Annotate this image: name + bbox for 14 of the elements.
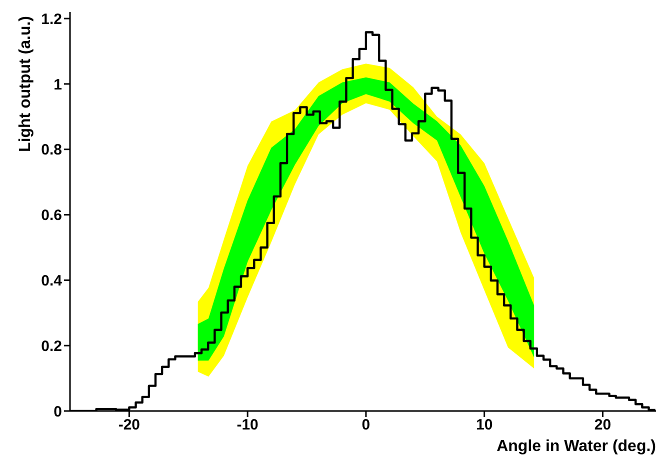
y-tick-label: 0.6 — [41, 207, 62, 224]
x-tick-label: 20 — [594, 416, 612, 434]
y-tick-label: 0.2 — [41, 338, 62, 355]
y-tick-label: 0 — [54, 403, 62, 420]
x-axis-title: Angle in Water (deg.) — [496, 438, 656, 455]
y-tick-label: 0.8 — [41, 142, 62, 159]
x-tick-label: 0 — [362, 416, 370, 434]
y-axis-title: Light output (a.u.) — [17, 16, 34, 152]
y-tick-label: 0.4 — [41, 272, 63, 290]
y-tick-label: 1 — [54, 76, 62, 94]
x-tick-label: -10 — [236, 416, 258, 434]
x-tick-label: -20 — [118, 416, 140, 434]
x-tick-label: 10 — [476, 416, 493, 434]
y-tick-label: 1.2 — [41, 10, 62, 28]
